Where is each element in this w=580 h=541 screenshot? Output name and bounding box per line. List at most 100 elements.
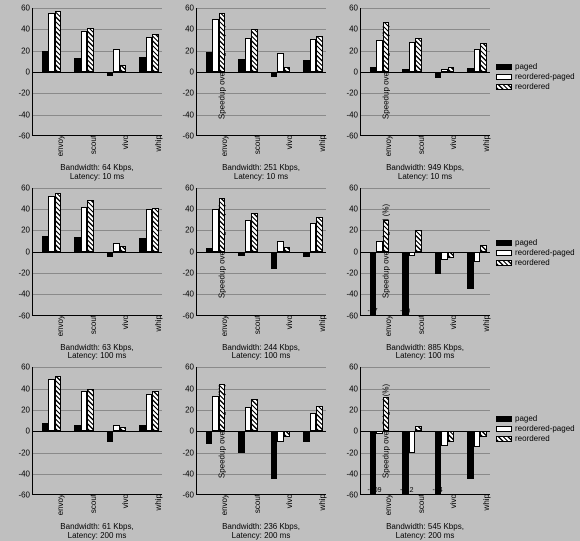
ytick-label: -60	[177, 311, 197, 320]
bar-paged	[303, 431, 310, 442]
ytick-label: -20	[13, 448, 33, 457]
chart-panel: -60-40-200204060Speedup over Original (%…	[332, 363, 494, 541]
ytick-label: 0	[177, 427, 197, 436]
bars-container	[33, 8, 162, 135]
panel-caption: Bandwidth: 236 Kbps,Latency: 200 ms	[222, 523, 300, 541]
bar-reordered	[316, 217, 323, 251]
bar-reordered	[480, 245, 487, 251]
bar-reordered	[448, 431, 455, 442]
bar-paged	[303, 252, 310, 257]
legend-item: reordered-paged	[496, 424, 578, 433]
chart-panel: -60-40-200204060Speedup over Original (%…	[168, 184, 330, 362]
legend-item: paged	[496, 238, 578, 247]
ytick-label: 20	[13, 46, 33, 55]
ytick-label: 0	[177, 68, 197, 77]
bar-reordered	[415, 38, 422, 72]
bar-reordered	[152, 34, 159, 72]
ytick-label: 60	[177, 4, 197, 13]
bar-reordered	[316, 36, 323, 72]
bars-container	[197, 367, 326, 494]
bar-reordered	[480, 43, 487, 72]
ytick-label: 0	[177, 247, 197, 256]
ytick-label: -60	[177, 491, 197, 500]
bar-reordered	[87, 200, 94, 251]
caption-line2: Latency: 100 ms	[60, 352, 133, 361]
ytick-label: 0	[13, 427, 33, 436]
caption-line2: Latency: 200 ms	[60, 532, 133, 541]
legend-label: reordered-paged	[515, 248, 575, 257]
category-label: envoy	[54, 315, 65, 336]
overflow-value-label: -109	[368, 487, 382, 494]
category-label: whip	[152, 315, 163, 331]
chart-panel: -60-40-200204060Speedup over Original (%…	[168, 363, 330, 541]
bar-reordered	[251, 29, 258, 72]
ytick-label: 40	[341, 384, 361, 393]
ytick-label: 40	[341, 204, 361, 213]
caption-line2: Latency: 200 ms	[386, 532, 464, 541]
bar-paged	[402, 252, 409, 316]
legend-swatch	[496, 416, 512, 422]
category-label: vivo	[447, 494, 458, 508]
bars-container	[197, 188, 326, 315]
plot-area: -60-40-200204060Speedup over Original (%…	[360, 8, 490, 136]
overflow-value-label: -87	[368, 308, 378, 315]
bars-container: -109-112-84	[361, 367, 490, 494]
chart-panel: -60-40-200204060Speedup over Original (%…	[168, 4, 330, 182]
category-label: whip	[480, 494, 491, 510]
plot-area: -60-40-200204060Speedup over Original (%…	[196, 8, 326, 136]
ytick-label: -40	[13, 469, 33, 478]
ytick-label: 20	[13, 226, 33, 235]
overflow-value-label: -112	[400, 487, 414, 494]
bar-paged	[238, 431, 245, 452]
plot-area: -60-40-200204060envoyscoutvivowhip	[32, 367, 162, 495]
ytick-label: 0	[341, 247, 361, 256]
legend-item: reordered	[496, 82, 578, 91]
ytick-label: -40	[177, 110, 197, 119]
category-label: whip	[316, 135, 327, 151]
plot-area: -60-40-200204060envoyscoutvivowhip	[32, 8, 162, 136]
category-label: whip	[480, 315, 491, 331]
category-label: scout	[415, 315, 426, 334]
chart-panel: -60-40-200204060Speedup over Original (%…	[332, 4, 494, 182]
ytick-label: -40	[13, 110, 33, 119]
bar-paged	[435, 72, 442, 78]
bar-reordered	[219, 384, 226, 431]
category-label: scout	[251, 315, 262, 334]
category-label: envoy	[382, 135, 393, 156]
category-label: scout	[87, 315, 98, 334]
ytick-label: 0	[13, 68, 33, 77]
legend-label: reordered-paged	[515, 72, 575, 81]
panel-caption: Bandwidth: 63 Kbps,Latency: 100 ms	[60, 344, 133, 362]
ytick-label: 20	[177, 405, 197, 414]
category-label: scout	[251, 494, 262, 513]
overflow-value-label: -90	[400, 308, 410, 315]
ytick-label: 40	[177, 384, 197, 393]
bar-reordered	[284, 67, 291, 72]
bar-reordered	[152, 208, 159, 252]
ytick-label: 20	[177, 46, 197, 55]
category-label: whip	[152, 135, 163, 151]
bar-reordered	[55, 193, 62, 252]
category-label: scout	[415, 135, 426, 154]
bar-reordered	[251, 399, 258, 431]
bar-reordered-paged	[409, 431, 416, 452]
bar-reordered	[251, 213, 258, 251]
category-label: whip	[152, 494, 163, 510]
panel-caption: Bandwidth: 64 Kbps,Latency: 10 ms	[60, 164, 133, 182]
legend-label: reordered	[515, 434, 550, 443]
bar-reordered	[383, 397, 390, 431]
category-label: vivo	[447, 135, 458, 149]
legend-swatch	[496, 260, 512, 266]
bar-reordered	[316, 406, 323, 432]
category-label: vivo	[119, 135, 130, 149]
category-label: vivo	[119, 315, 130, 329]
legend-item: paged	[496, 414, 578, 423]
legend: pagedreordered-pagedreordered	[496, 414, 578, 444]
bar-reordered	[480, 431, 487, 436]
legend-swatch	[496, 240, 512, 246]
bar-reordered-paged	[376, 431, 383, 434]
bar-reordered	[87, 389, 94, 432]
caption-line2: Latency: 200 ms	[222, 532, 300, 541]
bar-paged	[370, 431, 377, 495]
bar-reordered	[448, 252, 455, 258]
